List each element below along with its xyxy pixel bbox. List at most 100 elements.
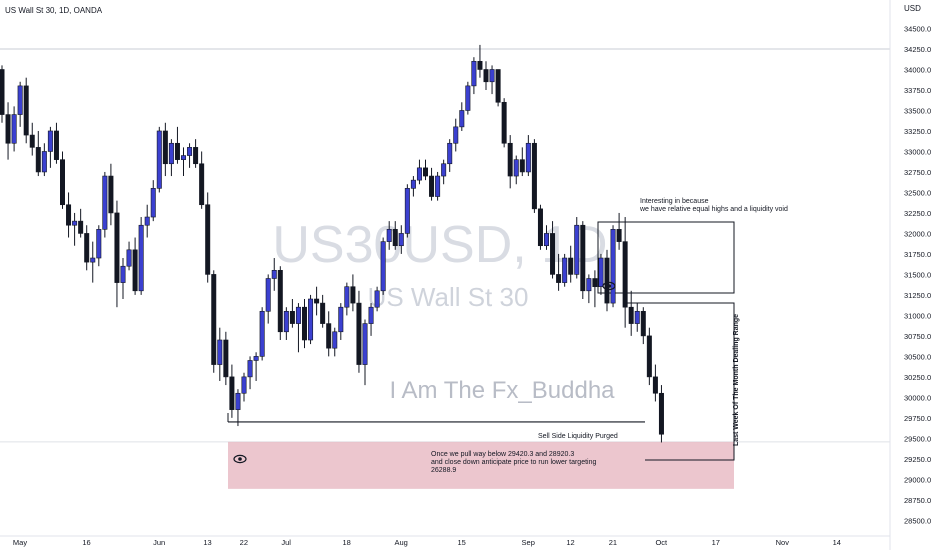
- candle-body: [295, 306, 301, 324]
- candle-body: [90, 257, 96, 263]
- candle-body: [410, 179, 416, 189]
- candle: [96, 225, 102, 267]
- price-tick-label: 31000.0: [904, 311, 931, 320]
- candle: [652, 364, 658, 402]
- candle-body: [241, 376, 247, 394]
- time-tick-label: 18: [343, 538, 351, 547]
- candle: [447, 139, 453, 172]
- candle: [616, 212, 622, 250]
- candle-body: [592, 278, 598, 288]
- time-axis[interactable]: May 16 Jun 13 22 Jul 18 Aug 15 Sep 12 21 Oct 17 Nov 14: [13, 538, 841, 547]
- time-tick-label: 16: [82, 538, 90, 547]
- candle-body: [223, 339, 229, 378]
- candle: [429, 167, 435, 201]
- candle: [90, 241, 96, 283]
- candle-body: [283, 310, 289, 333]
- price-tick-label: 28500.0: [904, 516, 931, 525]
- candle: [519, 147, 525, 177]
- candle-body: [489, 69, 495, 83]
- candle: [441, 159, 447, 185]
- candle-body: [568, 257, 574, 275]
- candle-body: [0, 69, 5, 115]
- candle-body: [174, 142, 180, 160]
- dealing-range-box: [627, 302, 735, 461]
- candle-body: [604, 257, 610, 304]
- candle: [114, 200, 120, 308]
- candle: [568, 245, 574, 283]
- candle-body: [66, 204, 72, 226]
- candle-body: [187, 147, 193, 156]
- candle: [23, 77, 29, 144]
- price-tick-label: 29750.0: [904, 414, 931, 423]
- candle-body: [235, 392, 241, 410]
- candle-layer: [0, 44, 664, 443]
- eye-icon[interactable]: [602, 281, 616, 291]
- candle: [301, 299, 307, 349]
- annotation-line: Interesting in because: [640, 198, 709, 205]
- candle: [465, 81, 471, 115]
- zone-layer: [227, 221, 735, 489]
- candle: [253, 352, 259, 381]
- candle-body: [634, 310, 640, 324]
- candle: [265, 274, 271, 324]
- eye-icon[interactable]: [233, 454, 247, 464]
- candle: [350, 274, 356, 312]
- price-tick-label: 30250.0: [904, 373, 931, 382]
- candle-body: [640, 310, 646, 337]
- candle-body: [5, 114, 11, 144]
- candle-body: [289, 310, 295, 324]
- candle: [574, 217, 580, 279]
- candle: [308, 294, 314, 345]
- sell-side-liquidity-label: Sell Side Liquidity Purged: [538, 433, 618, 440]
- time-tick-label: 21: [609, 538, 617, 547]
- candle: [0, 65, 5, 123]
- candle-body: [265, 278, 271, 312]
- candle-body: [386, 229, 392, 242]
- candle-body: [29, 134, 35, 148]
- price-tick-label: 31250.0: [904, 291, 931, 300]
- candle-body: [495, 69, 501, 103]
- price-axis[interactable]: 34500.0 34250.0 34000.0 33750.0 33500.0 33250…: [904, 25, 931, 526]
- candle-body: [459, 110, 465, 128]
- candle-body: [501, 101, 507, 144]
- candle-body: [150, 188, 156, 218]
- candle-body: [646, 335, 652, 378]
- candle: [295, 303, 301, 353]
- candle: [374, 286, 380, 312]
- candle-body: [598, 257, 604, 288]
- price-tick-label: 34250.0: [904, 45, 931, 54]
- candle-body: [556, 274, 562, 283]
- candle: [580, 221, 586, 299]
- price-tick-label: 32000.0: [904, 229, 931, 238]
- candle-body: [368, 306, 374, 324]
- candle: [507, 135, 513, 189]
- candle-body: [453, 126, 459, 144]
- candle-body: [17, 85, 23, 115]
- candle-body: [332, 331, 338, 349]
- annotation-line: Once we pull way below 29420.3 and 28920…: [431, 451, 574, 458]
- candle: [356, 290, 362, 373]
- candle-body: [84, 233, 90, 263]
- time-tick-label: 17: [712, 538, 720, 547]
- target-note: Once we pull way below 29420.3 and 28920…: [431, 451, 596, 474]
- price-tick-label: 30750.0: [904, 332, 931, 341]
- candle-body: [507, 142, 513, 177]
- candle-body: [162, 130, 168, 165]
- watermark-name: US Wall St 30: [368, 282, 529, 312]
- candle-body: [622, 241, 628, 308]
- price-tick-label: 31500.0: [904, 270, 931, 279]
- candle-body: [247, 360, 253, 378]
- time-tick-label: 12: [566, 538, 574, 547]
- candle: [525, 135, 531, 177]
- candle-body: [435, 175, 441, 197]
- candle: [422, 159, 428, 181]
- candle-body: [616, 229, 622, 242]
- candle: [459, 102, 465, 131]
- price-tick-label: 33500.0: [904, 106, 931, 115]
- candle-body: [356, 302, 362, 365]
- candle: [598, 253, 604, 295]
- candle-body: [277, 270, 283, 333]
- candle: [217, 327, 223, 381]
- candle-body: [392, 229, 398, 247]
